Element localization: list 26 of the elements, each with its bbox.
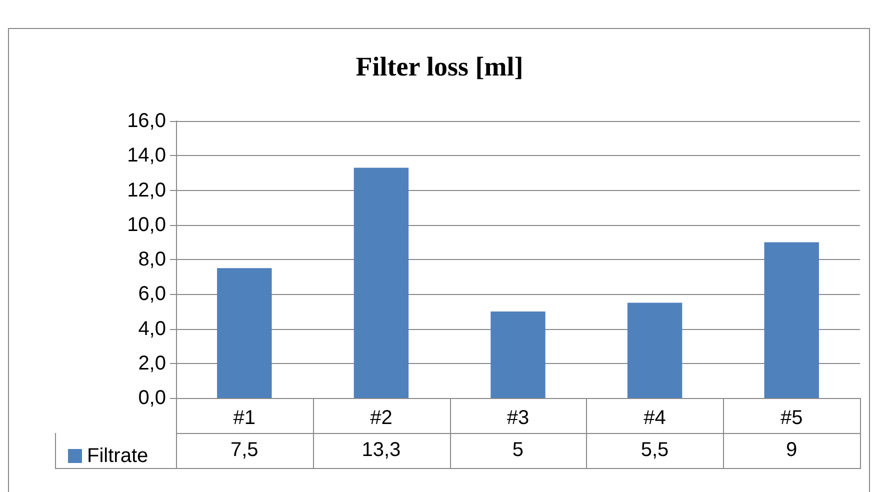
y-tick-label: 8,0: [138, 248, 166, 270]
chart-title: Filter loss [ml]: [356, 52, 524, 82]
data-label: 7,5: [229, 438, 260, 463]
y-tick-label: 10,0: [127, 214, 166, 236]
x-tick-label: #3: [506, 407, 530, 429]
y-tick-label: 12,0: [127, 179, 166, 202]
y-tick-label: 16,0: [127, 110, 166, 132]
bar: [490, 311, 546, 398]
bar: [764, 242, 819, 398]
data-label: 9: [785, 438, 798, 463]
data-label: 13,3: [360, 438, 402, 463]
bar: [627, 302, 682, 398]
y-tick-label: 14,0: [127, 144, 166, 167]
legend-label: Filtrate: [87, 445, 148, 467]
y-tick-label: 2,0: [138, 352, 166, 374]
x-tick-label: #5: [780, 407, 803, 429]
x-tick-label: #1: [233, 407, 256, 429]
bar: [354, 168, 409, 398]
y-tick-label: 6,0: [138, 283, 166, 306]
bar: [217, 268, 272, 398]
y-tick-label: 0,0: [138, 387, 166, 409]
data-label: 5,5: [640, 438, 670, 463]
data-label: 5: [511, 438, 525, 463]
x-tick-label: #2: [370, 407, 392, 429]
x-tick-label: #4: [644, 407, 666, 429]
y-tick-label: 4,0: [138, 318, 166, 340]
